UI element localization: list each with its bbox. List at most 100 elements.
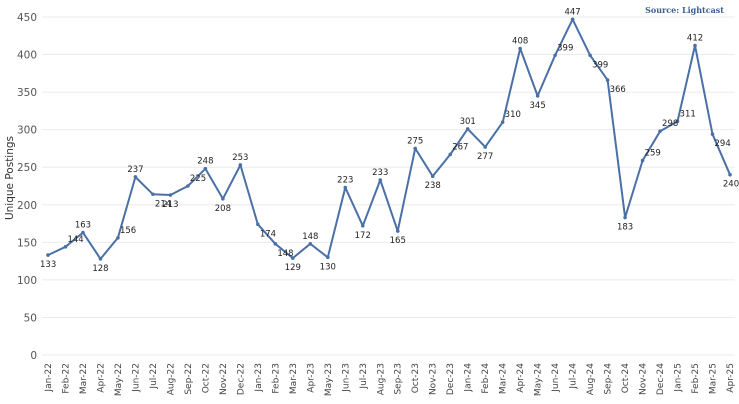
- data-label: 366: [610, 85, 626, 95]
- y-tick-label: 100: [17, 275, 37, 287]
- x-tick-label: Dec-22: [236, 363, 246, 395]
- data-point: [710, 132, 715, 136]
- data-label: 345: [530, 101, 546, 111]
- data-label: 399: [557, 43, 573, 53]
- y-tick-label: 450: [17, 12, 37, 24]
- x-tick-label: Nov-24: [639, 363, 649, 395]
- data-point: [728, 172, 732, 177]
- data-point: [221, 196, 225, 201]
- x-tick-label: Apr-22: [96, 363, 106, 393]
- data-point: [238, 163, 243, 167]
- data-point: [640, 158, 645, 163]
- data-label: 165: [390, 236, 406, 246]
- y-tick-label: 250: [17, 162, 37, 174]
- data-label: 172: [355, 231, 371, 241]
- source-note: Source: Lightcast: [645, 5, 724, 15]
- x-tick-label: Jun-23: [341, 363, 351, 393]
- x-tick-label: Jan-24: [464, 363, 474, 393]
- data-point: [588, 53, 592, 58]
- data-label: 310: [505, 110, 521, 120]
- data-point: [448, 152, 453, 157]
- data-label: 294: [715, 139, 731, 149]
- data-point: [395, 229, 400, 233]
- data-point: [308, 242, 313, 246]
- x-tick-label: Aug-23: [376, 363, 386, 395]
- y-tick-label: 350: [17, 87, 37, 99]
- data-point: [658, 129, 662, 133]
- x-tick-label: Sep-24: [604, 363, 614, 395]
- data-point: [343, 185, 348, 190]
- data-label: 213: [162, 200, 178, 210]
- x-tick-label: Jan-22: [44, 363, 54, 393]
- data-point: [168, 193, 173, 197]
- data-label: 259: [645, 148, 661, 158]
- data-point: [133, 175, 138, 179]
- data-label: 408: [512, 37, 528, 47]
- data-point: [63, 245, 68, 249]
- x-tick-label: Mar-23: [289, 363, 299, 394]
- data-label: 148: [302, 232, 318, 242]
- data-label: 129: [285, 263, 301, 273]
- x-tick-label: Feb-24: [481, 363, 491, 394]
- data-point: [605, 78, 610, 82]
- data-label: 144: [67, 235, 83, 245]
- data-point: [186, 184, 190, 188]
- series-line: [47, 18, 731, 260]
- x-tick-label: Jul-23: [359, 363, 369, 390]
- x-tick-label: May-23: [324, 363, 334, 396]
- data-label: 267: [452, 142, 468, 152]
- data-point: [465, 127, 470, 131]
- x-tick-label: Jun-24: [551, 363, 561, 393]
- data-point: [430, 174, 435, 179]
- data-label: 208: [215, 204, 231, 214]
- data-label: 240: [723, 180, 739, 190]
- data-point: [693, 43, 697, 48]
- data-point: [203, 166, 208, 171]
- x-tick-label: Jul-24: [569, 363, 579, 390]
- x-tick-label: Apr-24: [516, 363, 526, 393]
- x-tick-label: Oct-23: [411, 363, 421, 393]
- data-label: 311: [680, 109, 696, 119]
- x-tick-label: Oct-22: [201, 363, 211, 393]
- x-tick-label: Oct-24: [621, 363, 631, 394]
- x-tick-label: Aug-24: [586, 363, 596, 396]
- data-label: 148: [277, 249, 293, 259]
- x-tick-label: Nov-23: [429, 363, 439, 395]
- grid-lines: [42, 16, 735, 356]
- data-point: [273, 242, 278, 246]
- x-tick-label: Mar-25: [709, 363, 719, 394]
- data-label: 301: [460, 117, 476, 127]
- data-point: [500, 120, 505, 124]
- data-label: 183: [617, 223, 633, 233]
- data-point: [98, 257, 103, 261]
- data-point: [623, 215, 627, 220]
- data-point: [116, 236, 120, 240]
- x-tick-label: Mar-22: [79, 363, 89, 394]
- x-tick-label: Aug-22: [166, 363, 176, 395]
- x-tick-label: Feb-23: [271, 363, 281, 394]
- data-point: [535, 94, 540, 98]
- data-label: 130: [320, 262, 336, 272]
- y-tick-label: 200: [17, 200, 37, 212]
- data-label: 174: [260, 229, 276, 239]
- data-point: [675, 119, 680, 124]
- data-labels: 1331441631281562372142132252482082531741…: [40, 7, 739, 274]
- data-label: 156: [120, 226, 136, 236]
- data-point: [483, 145, 487, 149]
- y-axis-ticks: 0 50 100 150 200 250 300 350 400 450: [17, 12, 37, 362]
- x-tick-label: Sep-22: [184, 363, 194, 395]
- x-tick-label: Sep-23: [394, 363, 404, 395]
- x-tick-label: Jul-22: [149, 363, 159, 390]
- x-tick-label: May-24: [534, 363, 544, 396]
- data-point: [46, 253, 50, 257]
- y-tick-label: 0: [30, 350, 37, 362]
- x-tick-label: Jun-22: [131, 363, 141, 393]
- data-label: 133: [40, 260, 56, 270]
- data-point: [151, 192, 155, 197]
- data-label: 277: [477, 152, 493, 162]
- data-label: 447: [564, 7, 580, 17]
- data-point: [325, 255, 330, 260]
- x-tick-label: May-22: [114, 363, 124, 396]
- data-point: [570, 17, 575, 22]
